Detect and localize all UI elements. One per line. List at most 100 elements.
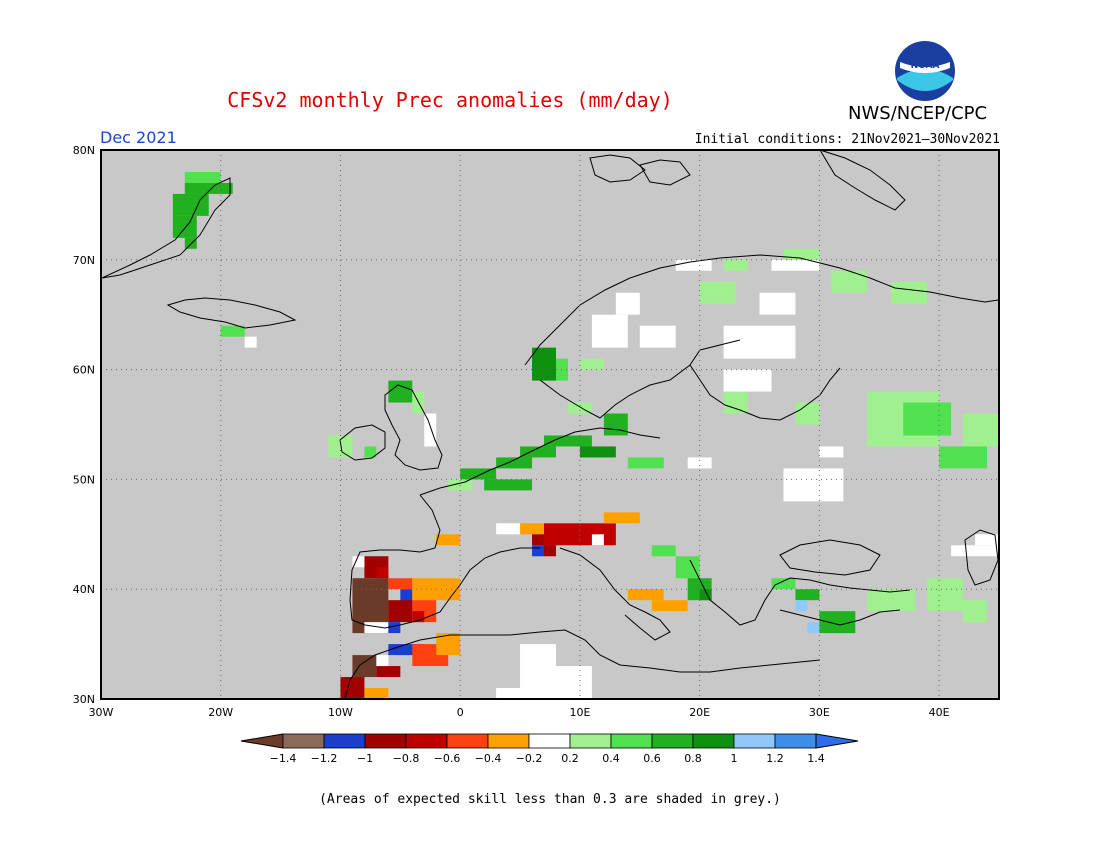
anomaly-cell [364, 446, 377, 458]
anomaly-cell [412, 611, 425, 623]
colorbar-swatch [487, 733, 530, 749]
lon-tick-label: 20E [689, 706, 710, 719]
anomaly-cell [184, 237, 197, 249]
colorbar-tick-label: 1.2 [766, 752, 784, 765]
anomaly-cell [220, 325, 245, 337]
colorbar-tick-label: 0.2 [561, 752, 579, 765]
anomaly-cell [376, 666, 401, 678]
anomaly-cell [951, 545, 999, 557]
anomaly-cell [771, 259, 820, 271]
colorbar-tick-label: 1.4 [807, 752, 825, 765]
forecast-month: Dec 2021 [100, 128, 177, 147]
anomaly-cell [376, 655, 389, 667]
anomaly-cell [172, 215, 197, 238]
colorbar-tick-label: 0.6 [643, 752, 661, 765]
lat-tick-label: 30N [73, 693, 95, 706]
anomaly-cell [555, 666, 592, 699]
anomaly-cell [364, 688, 389, 699]
anomaly-cells [172, 171, 999, 710]
agency-label: NWS/NCEP/CPC [848, 103, 988, 124]
colorbar-tick-label: −0.8 [393, 752, 420, 765]
map-frame [100, 149, 1000, 700]
anomaly-cell [831, 270, 868, 293]
anomaly-cell [783, 248, 820, 260]
axis-ticks: 30W 20W 10W 0 10E 20E 30E 40E 30N 40N 50N 60N 70N 80N [73, 144, 950, 719]
anomaly-cell [591, 534, 604, 546]
map-background [101, 150, 999, 699]
lon-tick-label: 10E [569, 706, 590, 719]
colorbar-tick-label: −1.4 [270, 752, 297, 765]
anomaly-cell [699, 589, 712, 601]
lat-tick-label: 40N [73, 583, 95, 596]
anomaly-cell [627, 589, 664, 601]
anomaly-cell [436, 534, 461, 546]
colorbar-swatch [323, 733, 366, 749]
anomaly-cell [244, 336, 257, 348]
anomaly-cell [496, 523, 521, 535]
anomaly-cell [484, 479, 533, 491]
anomaly-cell [544, 435, 592, 447]
anomaly-cell [963, 413, 999, 447]
colorbar-swatch [610, 733, 653, 749]
anomaly-cell [795, 600, 808, 612]
anomaly-cell [603, 512, 640, 524]
anomaly-cell [591, 314, 628, 348]
anomaly-cell [388, 600, 413, 623]
anomaly-cell [340, 677, 365, 699]
anomaly-cell [639, 325, 676, 348]
lat-tick-label: 80N [73, 144, 95, 157]
anomaly-cell [723, 259, 748, 271]
anomaly-cell [963, 600, 988, 623]
colorbar-swatch [528, 733, 571, 749]
anomaly-cell [723, 391, 748, 414]
anomaly-cell [520, 446, 556, 458]
colorbar-swatch [446, 733, 489, 749]
colorbar-tick-label: 0.8 [684, 752, 702, 765]
anomaly-cell [412, 578, 437, 601]
lon-tick-label: 30W [89, 706, 114, 719]
anomaly-cell [388, 578, 413, 590]
anomaly-cell [352, 556, 365, 568]
anomaly-cell [567, 402, 592, 414]
anomaly-cell [544, 545, 556, 557]
anomaly-cell [388, 380, 413, 403]
anomaly-cell [496, 457, 533, 469]
anomaly-cell [867, 589, 916, 612]
anomaly-cell [819, 446, 844, 458]
anomaly-cell [364, 622, 389, 634]
anomaly-cell [975, 534, 999, 546]
anomaly-cell [675, 556, 700, 579]
lat-tick-label: 50N [73, 473, 95, 486]
anomaly-cell [939, 446, 988, 469]
colorbar-tick-label: 0.4 [602, 752, 620, 765]
anomaly-cell [184, 182, 233, 194]
lon-tick-label: 10W [328, 706, 353, 719]
anomaly-cell [436, 633, 461, 656]
anomaly-cell [424, 413, 437, 447]
colorbar-tick-label: −0.6 [434, 752, 461, 765]
anomaly-cell [603, 413, 628, 436]
anomaly-cell [891, 281, 928, 304]
anomaly-cell [795, 589, 820, 601]
anomaly-cell [376, 567, 389, 579]
anomaly-cell [532, 545, 545, 557]
anomaly-cell [651, 545, 676, 557]
colorbar-swatch [569, 733, 612, 749]
anomaly-cell [328, 435, 353, 458]
noaa-logo-icon: NOAA [895, 41, 955, 101]
anomaly-cell [544, 523, 580, 546]
anomaly-cell [532, 347, 556, 381]
anomaly-cell [771, 578, 796, 590]
colorbar-over-arrow [815, 733, 859, 749]
colorbar-tick-label: −1.2 [311, 752, 338, 765]
colorbar-swatch [692, 733, 735, 749]
lon-tick-label: 40E [929, 706, 950, 719]
anomaly-cell [579, 446, 616, 458]
anomaly-cell [388, 622, 401, 634]
anomaly-cell [172, 193, 209, 216]
anomaly-cell [675, 259, 712, 271]
colorbar-swatch [733, 733, 776, 749]
anomaly-cell [627, 457, 664, 469]
lon-tick-label: 30E [809, 706, 830, 719]
